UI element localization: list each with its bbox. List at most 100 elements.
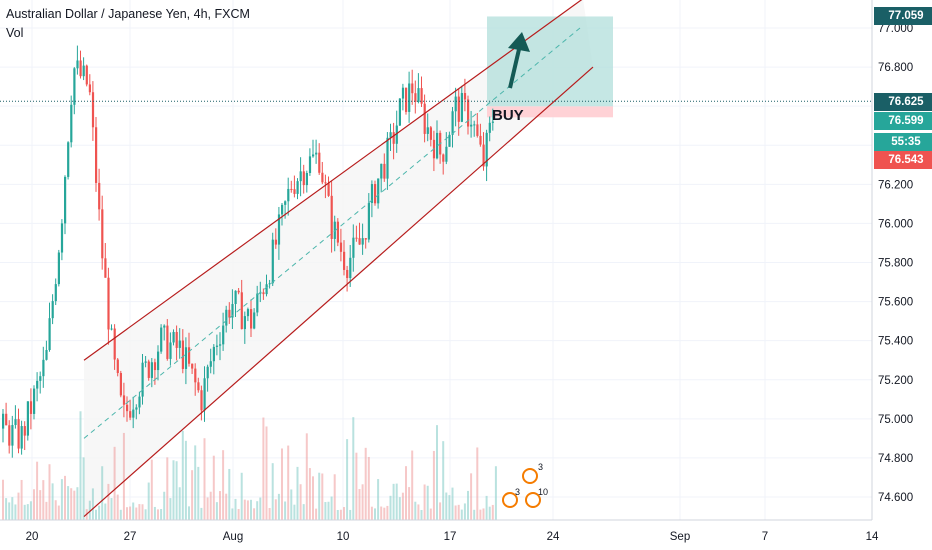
volume-bar [135,507,138,520]
event-marker-icon [522,468,538,484]
volume-bar [64,475,66,520]
candle-body [395,125,398,144]
candle-body [302,171,305,186]
volume-bar [374,508,376,520]
volume-bar [237,508,240,520]
volume-bar [284,501,287,520]
candle-body [482,144,485,167]
candle-body [240,292,243,330]
candle-body [54,284,57,302]
target-zone [487,16,613,107]
volume-bar [408,487,411,520]
price-tick-label: 74.800 [878,453,913,465]
event-marker-icon [525,492,541,508]
volume-bar [42,480,45,520]
candle-body [76,60,79,69]
candle-body [26,401,29,436]
volume-bar [401,492,404,520]
volume-bar [395,483,398,520]
candle-body [361,238,364,245]
channel-fill [84,0,593,517]
candle-body [203,378,206,411]
candle-body [405,87,408,112]
volume-bar [225,493,228,520]
candle-body [175,331,178,348]
time-tick-label: 14 [866,531,879,543]
volume-bar [312,476,314,520]
price-tick-label: 77.000 [878,23,913,35]
volume-bar [200,507,203,520]
candle-body [293,189,296,194]
candle-body [327,183,330,196]
candle-body [110,328,113,330]
candle-body [274,239,277,245]
candle-body [200,390,203,411]
candle-body [457,96,460,122]
volume-bar [163,491,166,520]
channel-upper-line [83,0,583,361]
volume-bar [178,487,181,520]
candle-body [2,413,5,429]
volume-bar [197,466,200,520]
price-tick-label: 75.200 [878,375,913,387]
volume-bar [426,485,429,520]
volume-bar [2,479,4,520]
candle-body [197,382,200,391]
volume-bar [271,463,274,520]
candle-body [262,292,265,295]
candle-body [305,172,308,186]
candle-body [150,362,153,378]
candle-body [367,202,370,240]
volume-bar [442,441,445,520]
volume-bar [51,483,54,520]
volume-bar [439,502,442,520]
volume-bar [54,500,57,520]
volume-bar [113,446,116,520]
volume-bar [175,461,178,520]
candle-body [95,127,98,183]
volume-bar [122,432,125,520]
volume-bar [212,455,215,520]
volume-bar [33,489,35,520]
volume-bar [485,495,488,520]
candle-body [284,201,287,205]
candle-body [36,380,39,389]
volume-bar [76,487,79,520]
candle-body [122,395,126,405]
volume-bar [445,492,448,520]
candle-body [460,93,463,122]
volume-bar [181,430,184,520]
candle-body [126,404,129,412]
candle-body [222,325,225,345]
candle-body [246,309,250,317]
volume-bar [29,501,32,520]
volume-bar [389,495,392,520]
volume-bar [206,497,209,520]
candle-body [169,342,172,359]
candle-body [277,214,281,245]
price-tick-label: 75.800 [878,258,913,270]
candle-body [392,132,395,144]
volume-bar [324,502,327,520]
candle-body [5,413,8,426]
candle-body [324,182,327,184]
current-price-badge: 76.625 [874,93,932,111]
candle-body [330,195,333,239]
candle-body [346,269,349,279]
candle-body [135,407,138,410]
volume-bar [17,492,20,520]
volume-bar [262,417,265,520]
volume-bar [383,507,386,520]
candle-body [336,221,339,243]
volume-bar [361,484,364,520]
volume-bar [160,509,163,520]
volume-bar [355,452,358,520]
candle-body [45,349,48,360]
volume-bar [293,504,296,520]
volume-bar [222,450,225,520]
volume-bar [95,509,97,520]
volume-bar [411,450,414,520]
volume-bar [380,506,383,520]
volume-bar [302,504,305,520]
